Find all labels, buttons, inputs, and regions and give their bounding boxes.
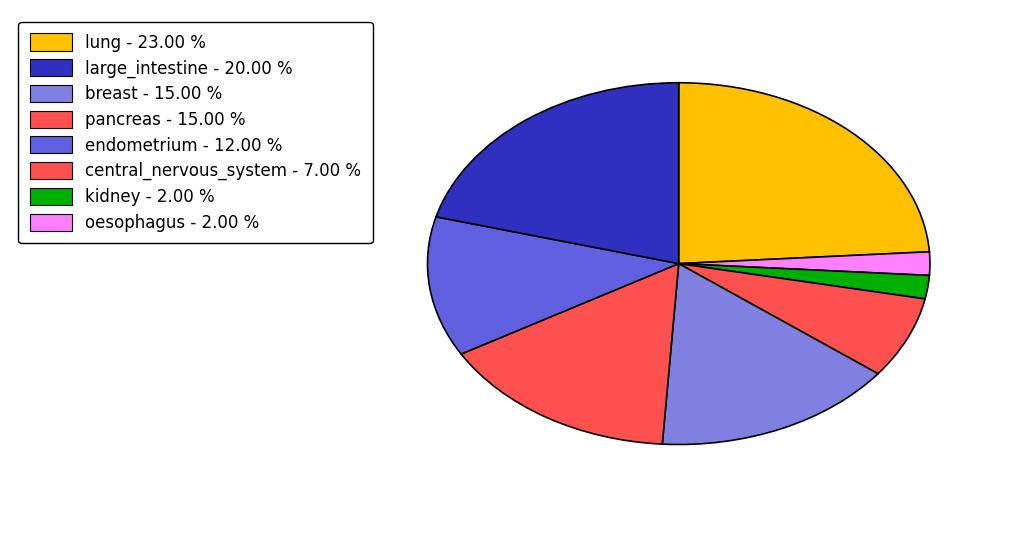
Wedge shape (436, 83, 679, 264)
Wedge shape (679, 252, 930, 275)
Wedge shape (663, 264, 878, 444)
Wedge shape (427, 217, 679, 354)
Wedge shape (679, 264, 925, 374)
Wedge shape (679, 83, 929, 264)
Legend: lung - 23.00 %, large_intestine - 20.00 %, breast - 15.00 %, pancreas - 15.00 %,: lung - 23.00 %, large_intestine - 20.00 … (18, 22, 373, 244)
Wedge shape (461, 264, 679, 444)
Wedge shape (679, 264, 929, 299)
